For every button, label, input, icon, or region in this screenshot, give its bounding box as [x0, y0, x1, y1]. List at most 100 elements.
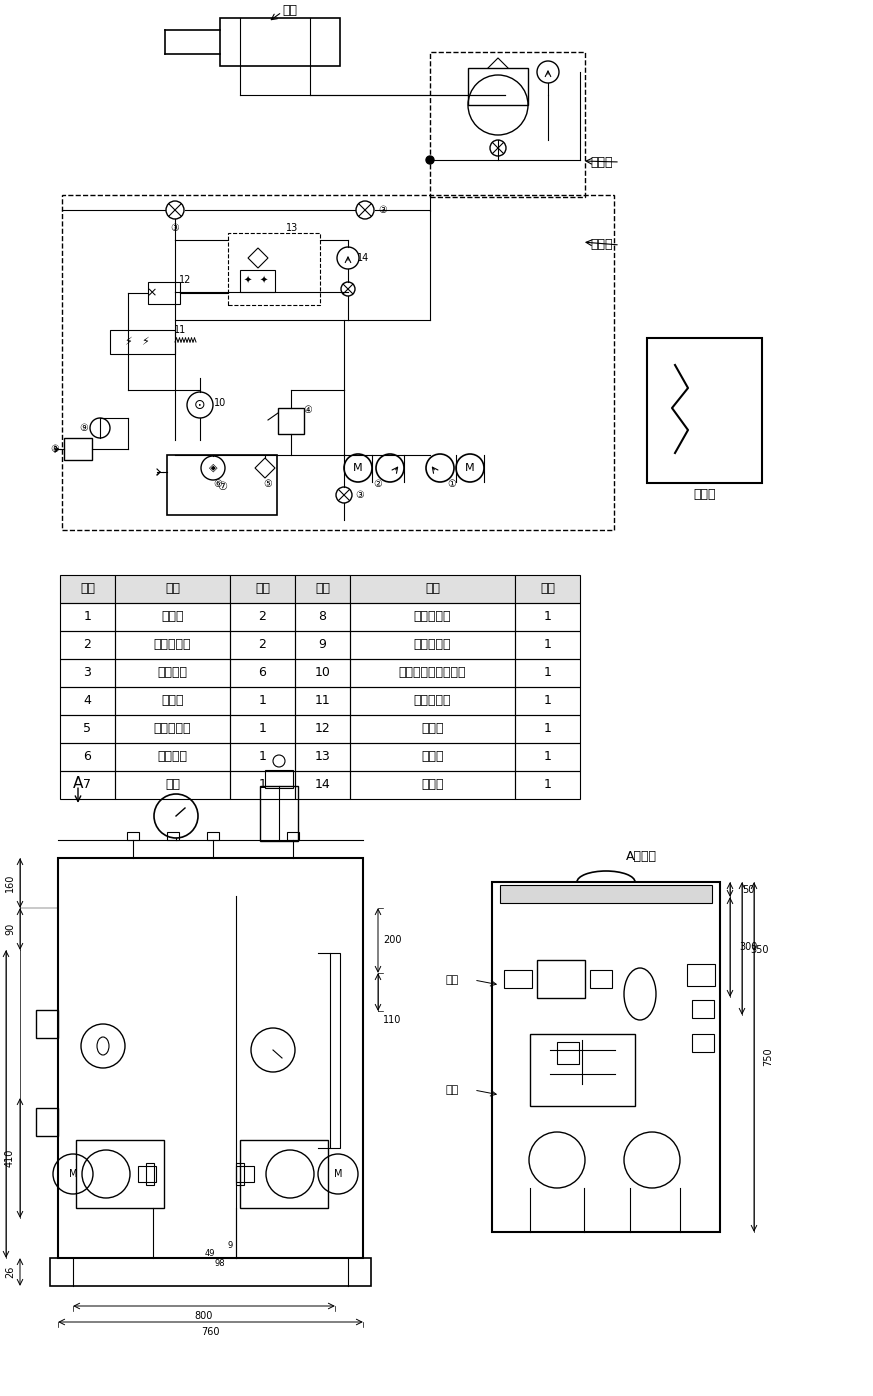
Text: 1: 1	[544, 694, 552, 708]
Text: 1: 1	[258, 751, 266, 764]
Bar	[295, 687, 350, 715]
Bar	[228, 233, 320, 304]
Text: 序号: 序号	[80, 582, 95, 596]
Text: 916: 916	[0, 1089, 1, 1107]
Bar	[515, 687, 580, 715]
Bar	[230, 743, 295, 771]
Bar	[60, 687, 115, 715]
Text: 压力表: 压力表	[422, 779, 443, 792]
Bar	[138, 1166, 156, 1182]
Text: 液位液温计: 液位液温计	[414, 610, 451, 624]
Text: 2: 2	[258, 610, 266, 624]
Bar	[60, 631, 115, 659]
Bar	[146, 1163, 154, 1185]
Bar	[515, 715, 580, 743]
Text: ③: ③	[355, 490, 364, 500]
Text: 油缸: 油缸	[282, 4, 297, 17]
Text: 1: 1	[544, 751, 552, 764]
Text: 节流阀: 节流阀	[422, 723, 443, 736]
Text: M: M	[333, 1168, 342, 1180]
Bar	[60, 771, 115, 799]
Text: ◈: ◈	[209, 463, 217, 473]
Text: 12: 12	[314, 723, 330, 736]
Text: 300: 300	[739, 942, 757, 952]
Bar	[350, 771, 515, 799]
Bar	[115, 631, 230, 659]
Bar	[468, 68, 528, 105]
Text: 空气滤清器: 空气滤清器	[414, 638, 451, 652]
Text: 单向阀: 单向阀	[162, 610, 183, 624]
Text: A向视图: A向视图	[625, 850, 656, 864]
Bar	[60, 659, 115, 687]
Text: 350: 350	[751, 945, 769, 955]
Text: 98: 98	[215, 1259, 225, 1268]
Text: 9: 9	[227, 1241, 232, 1251]
Bar	[515, 743, 580, 771]
Text: 800: 800	[195, 1311, 213, 1321]
Text: 26: 26	[5, 1266, 15, 1279]
Text: 10: 10	[214, 398, 226, 408]
Bar	[115, 771, 230, 799]
Bar	[115, 659, 230, 687]
Text: 1: 1	[258, 694, 266, 708]
Bar	[295, 743, 350, 771]
Text: 8: 8	[319, 610, 327, 624]
Bar	[330, 953, 340, 1148]
Text: 蓄能器: 蓄能器	[590, 155, 613, 169]
Bar	[236, 1166, 254, 1182]
Text: 1: 1	[258, 779, 266, 792]
Bar	[515, 575, 580, 603]
Text: 1: 1	[544, 610, 552, 624]
Text: 电磁换向阀: 电磁换向阀	[414, 694, 451, 708]
Text: 电控箱: 电控箱	[694, 489, 716, 501]
Text: 电加热器: 电加热器	[157, 751, 188, 764]
Bar	[36, 1009, 58, 1039]
Bar	[557, 1041, 579, 1064]
Text: 6: 6	[258, 666, 266, 680]
Bar	[492, 882, 720, 1233]
Text: 760: 760	[201, 1328, 219, 1337]
Text: 14: 14	[314, 779, 330, 792]
Bar	[167, 455, 277, 515]
Bar	[62, 195, 614, 530]
Text: 变量柱塞泵: 变量柱塞泵	[154, 638, 191, 652]
Text: 2: 2	[84, 638, 92, 652]
Bar	[692, 1034, 714, 1053]
Bar	[148, 282, 180, 304]
Text: 160: 160	[5, 874, 15, 892]
Bar	[115, 715, 230, 743]
Text: 电接点双金属温度计: 电接点双金属温度计	[399, 666, 466, 680]
Text: 数量: 数量	[540, 582, 555, 596]
Bar	[236, 1163, 244, 1185]
Bar	[350, 715, 515, 743]
Bar	[350, 687, 515, 715]
Bar	[515, 771, 580, 799]
Text: 液压站: 液压站	[590, 239, 613, 251]
Bar	[530, 1034, 635, 1106]
Bar	[590, 970, 612, 988]
Text: 吸油过滤器: 吸油过滤器	[154, 723, 191, 736]
Text: M: M	[465, 463, 475, 473]
Bar	[260, 786, 298, 840]
Text: 10: 10	[314, 666, 331, 680]
Text: 油箱: 油箱	[165, 779, 180, 792]
Bar	[287, 832, 299, 840]
Bar	[240, 269, 275, 292]
Text: 数量: 数量	[255, 582, 270, 596]
Bar	[687, 965, 715, 986]
Bar	[58, 859, 363, 1258]
Text: M: M	[69, 1168, 77, 1180]
Bar	[220, 18, 340, 66]
Text: A: A	[72, 776, 83, 790]
Bar	[230, 575, 295, 603]
Text: 1: 1	[544, 779, 552, 792]
Bar	[230, 687, 295, 715]
Text: 1: 1	[258, 723, 266, 736]
Bar	[295, 715, 350, 743]
Bar	[350, 603, 515, 631]
Bar	[647, 338, 762, 483]
Text: ⑨: ⑨	[79, 423, 88, 433]
Text: 名称: 名称	[165, 582, 180, 596]
Text: 13: 13	[314, 751, 330, 764]
Text: ⚡: ⚡	[124, 336, 132, 348]
